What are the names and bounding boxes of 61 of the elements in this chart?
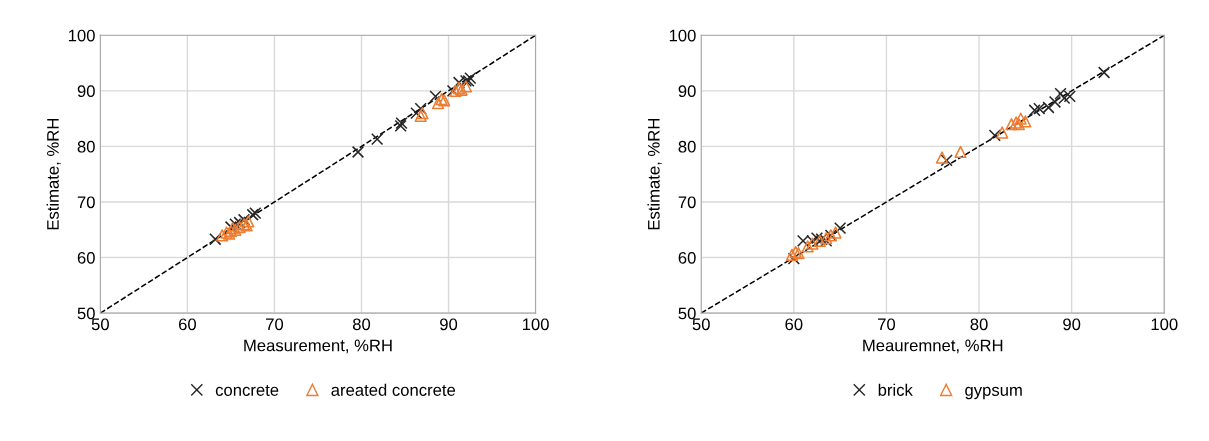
point [954,145,967,159]
point [801,240,814,253]
point [1005,118,1018,131]
x-tick-label: 80 [970,318,988,331]
y-tick-label: 100 [669,29,696,42]
point [459,80,473,93]
point [209,233,222,246]
point [787,252,800,265]
point [242,215,255,228]
point [237,213,251,226]
point [833,221,847,235]
y-axis-title: Estimate, %RH [647,119,662,230]
x-tick-label: 90 [440,318,458,331]
x-tick-label: 60 [785,318,803,331]
point [829,226,842,239]
point [414,102,427,115]
x-tick-label: 80 [352,318,371,331]
point [1048,95,1062,109]
point [1097,66,1111,79]
legend-label: brick [878,383,913,396]
x-tick-label: 70 [266,318,284,331]
point [1028,104,1041,117]
y-tick-label: 90 [77,85,95,98]
point [233,220,246,234]
y-tick-label: 50 [678,307,696,320]
point [1058,91,1071,105]
y-tick-label: 70 [678,196,696,209]
point [935,151,949,164]
y-tick-label: 50 [77,307,95,320]
point [410,106,423,120]
y-tick-label: 90 [678,85,696,98]
y-tick-label: 80 [678,140,696,153]
legend-label: gypsum [965,386,1022,400]
point [785,248,799,261]
x-tick-label: 100 [522,318,549,331]
y-tick-label: 70 [77,196,95,209]
y-tick-label: 60 [77,251,95,264]
point [351,145,365,159]
x-tick-label: 100 [1151,318,1178,331]
point [371,133,384,146]
x-tick-label: 50 [692,318,710,331]
point [996,126,1009,139]
y-tick-label: 60 [678,251,696,264]
y-tick-label: 100 [68,29,95,42]
point [988,129,1001,142]
point [940,154,953,167]
x-tick-label: 70 [878,318,896,331]
x-axis-title: Measurement, %RH [244,339,392,354]
x-tick-label: 50 [91,318,109,331]
x-tick-label: 60 [178,318,197,331]
point [1014,112,1027,125]
x-tick-label: 90 [1063,318,1081,331]
point [431,96,445,110]
x-axis-title: Meauremnet, %RH [863,339,1003,354]
y-tick-label: 80 [77,140,95,153]
point [429,90,442,103]
point [1019,115,1032,128]
point [216,229,229,242]
y-axis-title: Estimate, %RH [46,119,61,230]
legend-label: concrete [215,384,279,396]
legend-label: areated concrete [331,383,456,396]
